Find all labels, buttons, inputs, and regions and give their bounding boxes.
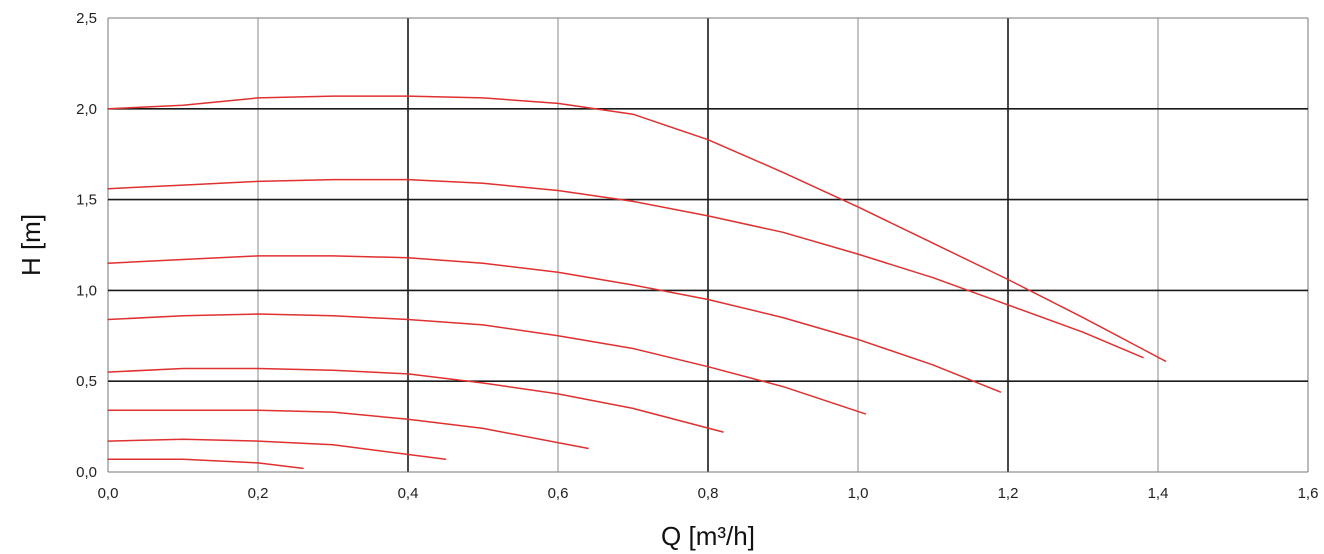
x-tick-label: 1,4 <box>1148 485 1169 502</box>
x-tick-label: 0,6 <box>548 485 569 502</box>
series-line-8 <box>107 458 304 470</box>
series-group <box>107 95 1167 470</box>
y-axis-label: H [m] <box>16 214 46 276</box>
series-line-5 <box>107 367 724 433</box>
series-line-3 <box>107 255 1002 393</box>
series-line-4 <box>107 313 867 415</box>
y-tick-label: 0,0 <box>76 464 97 481</box>
y-tick-label: 1,0 <box>76 282 97 299</box>
x-tick-labels: 0,0 0,2 0,4 0,6 0,8 1,0 1,2 1,4 1,6 <box>98 485 1319 502</box>
series-line-6 <box>107 409 589 450</box>
x-tick-label: 0,2 <box>248 485 269 502</box>
y-tick-labels: 0,0 0,5 1,0 1,5 2,0 2,5 <box>76 10 97 481</box>
series-line-2 <box>107 178 1144 359</box>
x-tick-label: 1,0 <box>848 485 869 502</box>
y-tick-label: 2,5 <box>76 10 97 27</box>
x-tick-label: 1,2 <box>998 485 1019 502</box>
y-tick-label: 1,5 <box>76 192 97 209</box>
x-tick-label: 0,0 <box>98 485 119 502</box>
x-tick-label: 0,8 <box>698 485 719 502</box>
x-tick-label: 1,6 <box>1298 485 1319 502</box>
grid <box>107 17 1309 473</box>
y-tick-label: 0,5 <box>76 373 97 390</box>
y-tick-label: 2,0 <box>76 101 97 118</box>
x-tick-label: 0,4 <box>398 485 419 502</box>
x-axis-label: Q [m³/h] <box>661 521 755 551</box>
series-line-7 <box>107 438 447 461</box>
series-line-1 <box>107 95 1167 362</box>
